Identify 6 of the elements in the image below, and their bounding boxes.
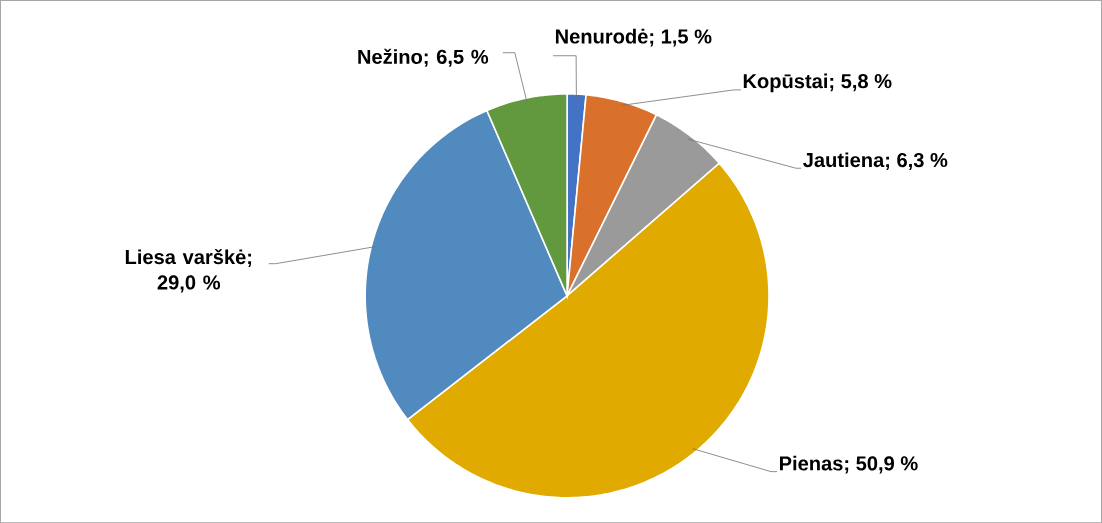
slice-label: Nenurodė; 1,5 % [555, 28, 712, 47]
slice-label: Kopūstai; 5,8 % [743, 73, 892, 93]
slice-label: Jautiena; 6,3 % [803, 152, 948, 170]
slice-label: Pienas; 50,9 % [779, 455, 918, 474]
slice-label: Nežino; 6,5 % [358, 48, 489, 67]
slice-label: Liesa varškė; 29,0 % [125, 248, 252, 293]
